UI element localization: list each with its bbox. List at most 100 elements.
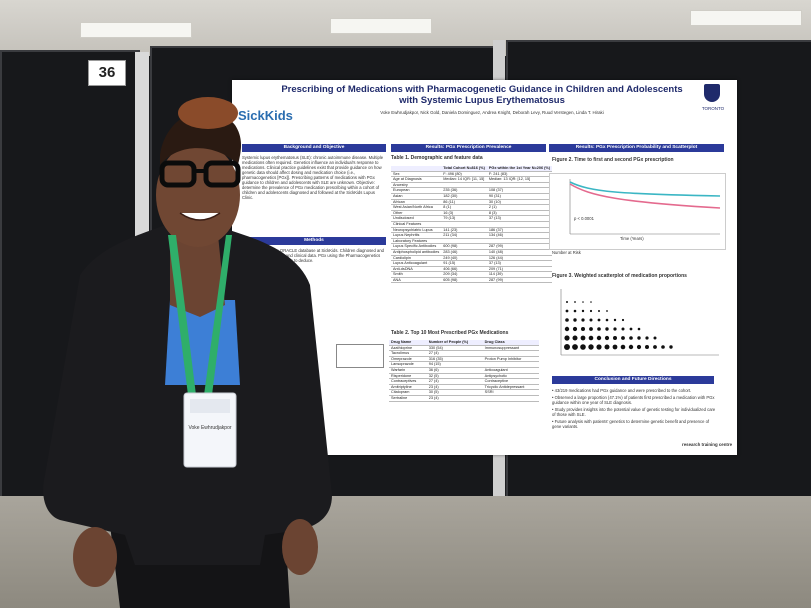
table-row: Amitriptyline 23 (4) Tricyclic Antidepress…	[389, 384, 539, 391]
table-row: Lupus Specific Antibodies 600 (98) 287 (99…	[391, 243, 553, 250]
table-cell: Tricyclic Antidepressant	[482, 384, 539, 391]
table-cell: West Asian/North Africa	[391, 204, 442, 211]
scatter-point	[582, 301, 584, 303]
table-cell: Cardiolipin	[391, 255, 442, 262]
table-cell: 186 (37)	[486, 227, 553, 234]
table-cell: Ancestry	[391, 182, 442, 189]
scatter-point	[612, 344, 618, 350]
table-row: Smith 209 (34) 114 (39)	[391, 271, 553, 278]
badge-logo-area	[190, 399, 230, 413]
conclusion-bullet: • Future analysis with patients' genetic…	[552, 419, 710, 429]
table-cell: 36 (6)	[426, 367, 483, 374]
table-cell: Lupus Anticoagulant	[391, 260, 442, 267]
table-cell: 86 (11)	[441, 199, 487, 206]
table-cell: ANA	[391, 277, 442, 284]
series-line-first	[569, 181, 721, 197]
table-row: Warfarin 36 (6) Anticoagulant	[389, 367, 539, 374]
section-methods-header: Methods	[242, 237, 386, 245]
table-cell: 91 (15)	[441, 260, 487, 267]
scatter-point	[645, 336, 649, 340]
section-conclusion-header: Conclusion and Future Directions	[552, 376, 714, 384]
table-cell: 209 (34)	[441, 271, 487, 278]
figure2-xlabel: Time (Years)	[620, 236, 644, 241]
table-cell: 27 (4)	[426, 378, 483, 385]
table-row: Azathioprine 330 (54) Immunosuppressant	[389, 345, 539, 352]
table-cell: Lupus Nephritis	[391, 232, 442, 239]
table-header-cell	[391, 166, 442, 172]
table-row: Ancestry	[391, 182, 553, 189]
table-cell: Asian	[391, 193, 442, 200]
table-cell: 8 (1)	[441, 204, 487, 211]
scatter-point	[605, 327, 609, 331]
scatter-point	[589, 318, 593, 322]
scatter-point	[637, 327, 641, 331]
scatter-point	[564, 335, 570, 341]
section-results-probability-header: Results: PGx Prescription Probability an…	[549, 144, 724, 152]
table-cell	[482, 350, 539, 357]
scatter-point	[589, 309, 593, 313]
table-cell: Undisclosed	[391, 215, 442, 222]
table-header-cell: Drug Name	[389, 340, 427, 346]
glasses-right-lens	[203, 160, 241, 188]
table-header-row: Total Cohort N=816 (%) PGx within the 1st…	[391, 166, 553, 172]
section-results-prevalence-header: Results: PGx Prescription Prevalence	[391, 144, 546, 152]
scatter-point	[629, 336, 633, 340]
table-cell: 30 (5)	[426, 389, 483, 396]
table-row: Laboratory Features	[391, 238, 553, 245]
pvalue-label: p < 0.0001	[574, 216, 594, 221]
scatter-point	[573, 309, 577, 313]
table-cell: 287 (99)	[486, 277, 553, 284]
scatter-point	[653, 336, 657, 340]
number-at-risk-label: Number at Risk	[552, 250, 581, 255]
scatter-point	[581, 327, 585, 331]
glasses-left-lens	[159, 160, 197, 188]
table-row: Citalopram 30 (5) SSRI	[389, 389, 539, 396]
scatter-point	[605, 318, 609, 322]
table-row: Sertraline 23 (4)	[389, 395, 539, 402]
table-row: Lupus Anticoagulant 91 (15) 37 (13)	[391, 260, 553, 267]
scatter-point	[589, 327, 593, 331]
table-cell: 79 (13)	[441, 215, 487, 222]
scatter-point	[590, 301, 592, 303]
scatter-point	[629, 327, 633, 331]
conclusion-list: • 43/219 medications had PGx guidance an…	[552, 388, 717, 431]
scatter-point	[572, 326, 578, 332]
table-cell: 23 (4)	[426, 395, 483, 402]
scatter-point	[604, 344, 610, 350]
scatter-point	[621, 318, 625, 322]
flowchart-box	[336, 344, 384, 368]
scatter-point	[581, 309, 585, 313]
scatter-point	[596, 335, 602, 341]
table-cell: Azathioprine	[389, 345, 427, 352]
scatter-point	[597, 318, 601, 322]
table-row: Cardiolipin 249 (40) 126 (44)	[391, 255, 553, 262]
table-row: Contraceptives 27 (4) Contraceptive	[389, 378, 539, 385]
table-cell: 37 (13)	[486, 215, 553, 222]
table-cell: 600 (98)	[441, 243, 487, 250]
table-row: African 86 (11) 30 (10)	[391, 199, 553, 206]
scatter-point	[588, 344, 594, 350]
table-cell: Tacrolimus	[389, 350, 427, 357]
badge-name: Voke Ewhrudjakpor	[188, 425, 232, 431]
left-hand	[73, 527, 117, 587]
table-cell: 27 (4)	[426, 350, 483, 357]
scatter-point	[574, 301, 576, 303]
scatter-point	[636, 344, 642, 350]
presenter-person	[43, 97, 332, 608]
ceiling-light	[690, 10, 802, 26]
table-cell: Anticoagulant	[482, 367, 539, 374]
table-cell: 108 (37)	[486, 187, 553, 194]
table-cell: 330 (54)	[426, 345, 483, 352]
figure2-title: Figure 2. Time to first and second PGx p…	[552, 157, 674, 163]
scatter-point	[573, 318, 577, 322]
table-cell: Citalopram	[389, 389, 427, 396]
table-row: Asian 182 (30) 90 (31)	[391, 193, 553, 200]
table-cell: 134 (46)	[486, 232, 553, 239]
table-cell: 316 (35)	[426, 356, 483, 363]
face	[156, 143, 240, 247]
scatter-point	[598, 310, 600, 312]
table-cell: Clinical Features	[391, 221, 442, 228]
table-cell: Lansoprazole	[389, 361, 427, 368]
table-header-cell: Number of People (%)	[426, 340, 483, 346]
table-cell	[486, 221, 553, 228]
